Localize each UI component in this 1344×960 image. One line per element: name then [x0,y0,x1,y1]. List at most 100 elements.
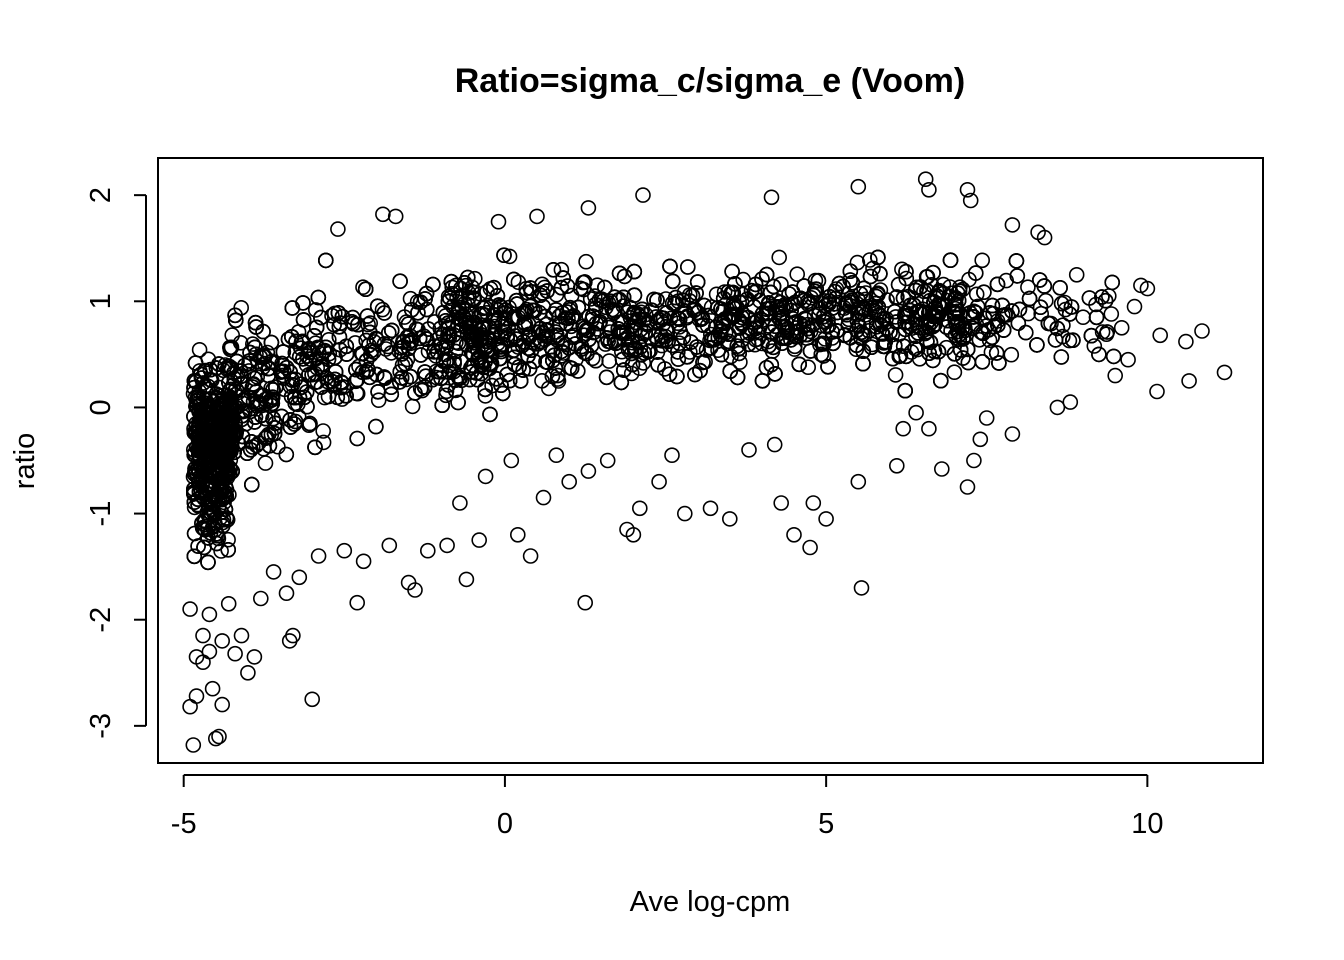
data-point [201,466,217,483]
data-point [220,358,237,375]
data-point [434,397,451,414]
data-point [465,331,482,348]
data-point [930,296,947,312]
data-point [577,594,594,611]
data-point [614,325,630,342]
data-point [387,208,404,225]
data-point [211,728,227,745]
data-point [355,279,371,296]
data-point [202,361,219,378]
data-point [837,304,854,321]
data-point [257,410,274,427]
data-point [876,338,893,355]
data-point [1062,394,1079,410]
data-point [842,263,859,280]
data-point [548,327,565,344]
data-point [186,548,203,565]
data-point [477,381,493,398]
data-point [664,337,681,354]
data-point [306,327,323,344]
data-point [1075,309,1091,326]
data-point [414,382,430,399]
data-points [182,171,1233,753]
data-point [850,473,867,490]
data-point [796,310,813,327]
data-point [265,564,282,580]
data-point [1068,266,1085,283]
data-point [534,372,550,389]
data-point [904,316,920,333]
data-point [214,696,230,713]
data-point [899,308,916,324]
data-point [263,334,280,351]
data-point [730,340,747,357]
data-point [1126,298,1143,315]
data-point [438,387,454,404]
data-point [1103,306,1120,322]
data-point [868,288,885,305]
data-point [278,359,295,376]
data-point [946,364,963,381]
data-point [972,431,989,448]
data-point [610,321,627,337]
data-point [529,208,545,225]
data-point [572,280,589,297]
data-point [784,296,801,313]
data-point [771,249,788,266]
data-point [535,489,552,506]
data-point [664,447,680,464]
data-point [233,627,250,644]
data-point [496,247,512,263]
data-point [792,290,809,307]
data-point [221,374,237,391]
data-point [611,265,628,282]
data-point [245,376,262,392]
data-point [313,309,329,326]
data-point [222,397,239,414]
data-point [767,366,783,382]
data-point [407,582,423,598]
data-point [703,299,720,315]
data-point [649,313,665,330]
data-point [375,206,391,223]
data-point [309,339,326,356]
data-point [918,323,935,340]
data-point [246,414,263,430]
data-point [501,372,518,389]
data-point [831,275,848,292]
data-point [232,334,249,351]
data-point [634,301,651,318]
data-point [1097,292,1114,309]
data-point [380,325,397,341]
data-point [615,289,632,306]
data-point [635,187,651,203]
data-point [742,320,759,337]
data-point [729,338,746,355]
data-point [201,425,217,442]
data-point [360,361,376,378]
data-point [1049,320,1066,337]
data-point [613,374,630,391]
data-point [186,494,203,511]
data-point [947,296,964,312]
data-point [1030,224,1046,241]
data-point [275,344,292,360]
data-point [850,317,867,334]
data-point [287,371,304,388]
data-point [825,335,841,352]
data-point [679,348,695,365]
data-point [898,263,914,280]
data-point [440,320,457,337]
data-point [224,439,240,455]
data-point [651,473,667,490]
x-axis: -5 0 5 10 [171,774,1163,840]
data-point [966,452,982,469]
data-point [397,355,414,372]
data-point [810,272,827,289]
data-point [871,306,887,323]
data-point [1020,305,1036,322]
data-point [670,351,687,367]
data-point [334,308,351,325]
data-point [553,261,570,278]
x-tick-label: 10 [1131,808,1163,840]
